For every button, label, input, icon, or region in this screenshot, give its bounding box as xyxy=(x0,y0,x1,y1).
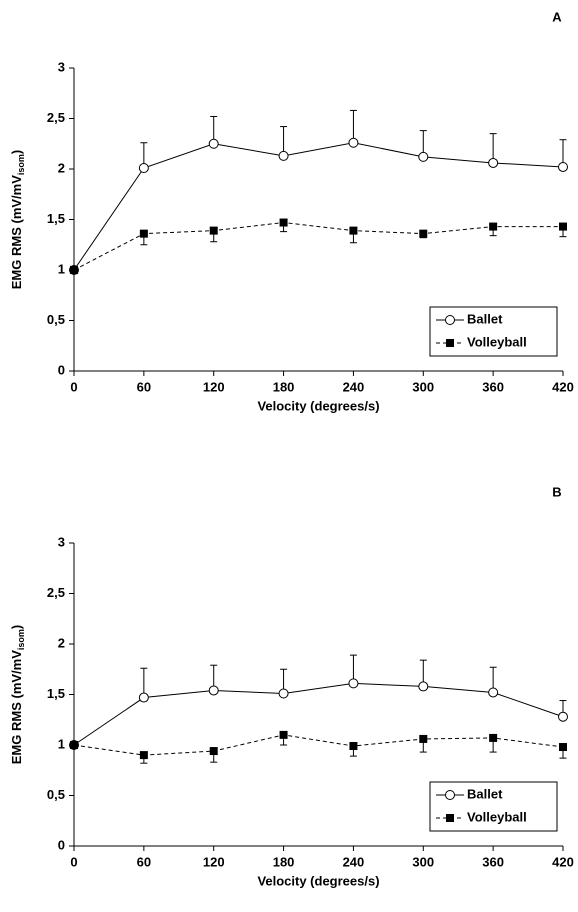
marker xyxy=(348,137,359,148)
marker xyxy=(489,222,498,231)
y-tick-label: 1 xyxy=(58,736,65,751)
y-tick-label: 0 xyxy=(58,837,65,852)
y-axis-title-sub: isom xyxy=(16,629,26,650)
x-tick-label: 360 xyxy=(482,854,504,869)
marker xyxy=(418,151,429,162)
x-tick-label: 300 xyxy=(412,854,434,869)
x-tick-label: 420 xyxy=(552,379,574,394)
y-tick-label: 1,5 xyxy=(47,211,65,226)
series-line xyxy=(73,682,564,746)
y-tick-label: 0 xyxy=(58,362,65,377)
marker xyxy=(139,229,148,238)
marker xyxy=(558,711,568,722)
marker xyxy=(446,339,454,347)
y-tick-label: 2 xyxy=(58,635,65,650)
marker xyxy=(279,218,288,227)
x-tick-label: 420 xyxy=(552,854,574,869)
x-tick-label: 60 xyxy=(137,854,151,869)
marker xyxy=(209,226,218,235)
marker xyxy=(446,814,454,822)
panel-label: B xyxy=(552,484,561,499)
marker xyxy=(278,150,289,161)
legend-label: Volleyball xyxy=(467,809,527,824)
marker xyxy=(488,157,499,168)
chart-panel: A 0 0,5 1 1,5 2 2,5 3 0 60 120 180 240 300 360 420 Veloc… xyxy=(9,9,573,413)
y-tick-label: 3 xyxy=(58,534,65,549)
marker xyxy=(70,741,78,749)
y-tick-label: 2,5 xyxy=(47,110,65,125)
y-axis-title-end: ) xyxy=(9,150,24,154)
marker xyxy=(419,229,428,238)
marker xyxy=(489,733,498,742)
x-tick-label: 240 xyxy=(343,379,365,394)
marker xyxy=(445,315,455,325)
marker xyxy=(208,685,219,696)
y-tick-label: 2,5 xyxy=(47,585,65,600)
marker xyxy=(559,743,567,752)
legend-label: Ballet xyxy=(467,786,503,801)
series-line xyxy=(73,734,564,756)
marker xyxy=(418,681,429,692)
series-line xyxy=(73,222,563,271)
marker xyxy=(279,730,288,739)
y-tick-label: 1,5 xyxy=(47,686,65,701)
x-tick-label: 120 xyxy=(203,854,225,869)
marker xyxy=(138,162,149,173)
x-tick-label: 360 xyxy=(482,379,504,394)
x-tick-label: 60 xyxy=(137,379,151,394)
marker xyxy=(208,138,219,149)
marker xyxy=(348,678,359,689)
marker xyxy=(558,161,568,172)
x-axis-title: Velocity (degrees/s) xyxy=(257,398,379,413)
marker xyxy=(70,266,78,274)
chart-panel: B 0 0,5 1 1,5 2 2,5 3 0 60 120 180 240 300 360 420 Veloc… xyxy=(9,484,573,888)
x-tick-label: 180 xyxy=(273,854,295,869)
y-axis-title-sub: isom xyxy=(16,154,26,175)
x-tick-label: 240 xyxy=(343,854,365,869)
y-tick-label: 3 xyxy=(58,59,65,74)
y-tick-label: 0,5 xyxy=(47,787,65,802)
marker xyxy=(488,687,499,698)
legend-label: Volleyball xyxy=(467,334,527,349)
marker xyxy=(138,692,149,703)
legend-label: Ballet xyxy=(467,311,503,326)
y-axis-title-end: ) xyxy=(9,625,24,629)
marker xyxy=(209,747,218,756)
y-tick-label: 0,5 xyxy=(47,312,65,327)
x-tick-label: 300 xyxy=(412,379,434,394)
y-axis-title-main: EMG RMS (mV/mV xyxy=(9,175,24,289)
marker xyxy=(278,688,289,699)
y-axis-title: EMG RMS (mV/mVisom) xyxy=(9,625,26,764)
y-axis-title-main: EMG RMS (mV/mV xyxy=(9,650,24,764)
x-tick-label: 0 xyxy=(70,854,77,869)
marker xyxy=(349,742,358,751)
x-tick-label: 0 xyxy=(70,379,77,394)
panel-label: A xyxy=(552,9,562,24)
marker xyxy=(349,226,358,235)
y-tick-label: 1 xyxy=(58,261,65,276)
x-tick-label: 120 xyxy=(203,379,225,394)
y-tick-label: 2 xyxy=(58,160,65,175)
marker xyxy=(559,222,567,231)
marker xyxy=(419,734,428,743)
x-tick-label: 180 xyxy=(273,379,295,394)
marker xyxy=(445,790,455,800)
y-axis-title: EMG RMS (mV/mVisom) xyxy=(9,150,26,289)
marker xyxy=(139,751,148,760)
x-axis-title: Velocity (degrees/s) xyxy=(257,873,379,888)
series-line xyxy=(73,142,564,271)
